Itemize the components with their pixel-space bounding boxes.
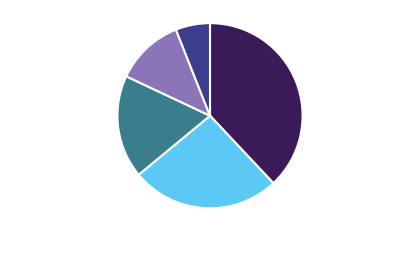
- Wedge shape: [126, 30, 210, 116]
- Wedge shape: [139, 116, 273, 208]
- Wedge shape: [176, 23, 210, 116]
- Wedge shape: [118, 76, 210, 175]
- Wedge shape: [210, 23, 302, 183]
